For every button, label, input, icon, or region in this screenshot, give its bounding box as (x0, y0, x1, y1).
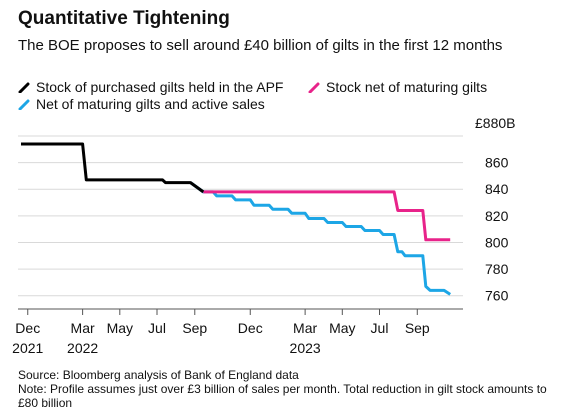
chart-subtitle: The BOE proposes to sell around £40 bill… (18, 37, 503, 54)
y-tick-label: 800 (485, 234, 509, 250)
legend-label-apf: Stock of purchased gilts held in the APF (36, 79, 284, 95)
x-tick-label: Dec (15, 320, 40, 336)
y-unit-label: £880B (475, 115, 515, 131)
y-tick-label: 860 (485, 155, 509, 171)
x-tick-label: Sep (405, 320, 430, 336)
legend-label-maturing: Stock net of maturing gilts (326, 79, 488, 95)
x-tick-label: Jul (371, 320, 389, 336)
source-line: Source: Bloomberg analysis of Bank of En… (18, 368, 299, 382)
chart-title: Quantitative Tightening (18, 8, 230, 29)
legend-swatch-maturing (308, 81, 320, 93)
legend-item-apf: Stock of purchased gilts held in the APF (18, 79, 283, 95)
x-axis: Dec 2021 Mar 2022 May Jul Sep Dec Mar 2023 May Jul S… (12, 308, 463, 356)
x-tick-label: Mar (293, 320, 317, 336)
x-tick-label: May (107, 320, 133, 336)
y-tick-label: 760 (485, 288, 509, 304)
legend-label-sales: Net of maturing gilts and active sales (36, 96, 265, 112)
y-axis: £880B 760 780 800 820 840 860 (475, 115, 515, 304)
y-tick-label: 820 (485, 208, 509, 224)
series-line-0 (21, 142, 205, 194)
y-tick-label: 780 (485, 261, 509, 277)
series-layer (21, 142, 452, 296)
y-tick-label: 840 (485, 181, 509, 197)
note-line: Note: Profile assumes just over £3 billi… (18, 382, 547, 410)
x-tick-label: May (329, 320, 355, 336)
series-line-1 (203, 190, 451, 242)
x-year-label: 2023 (290, 340, 321, 356)
series-line-2 (189, 181, 452, 296)
x-tick-label: Mar (71, 320, 95, 336)
x-year-label: 2021 (12, 340, 43, 356)
x-tick-label: Dec (238, 320, 263, 336)
x-year-label: 2022 (67, 340, 98, 356)
legend-swatch-sales (18, 98, 30, 110)
chart-source: Source: Bloomberg analysis of Bank of En… (18, 368, 563, 410)
x-tick-label: Jul (148, 320, 166, 336)
legend-item-sales: Net of maturing gilts and active sales (18, 96, 265, 112)
x-tick-label: Sep (182, 320, 207, 336)
gridlines (18, 135, 463, 297)
legend-item-maturing: Stock net of maturing gilts (308, 79, 487, 95)
legend-swatch-apf (18, 81, 30, 93)
